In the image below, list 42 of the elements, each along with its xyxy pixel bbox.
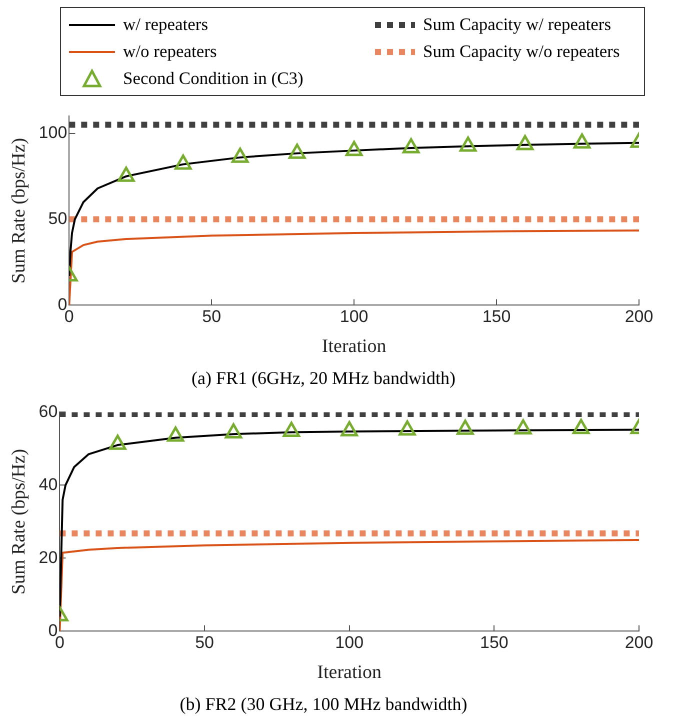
legend-label: Second Condition in (C3) [123,68,304,89]
y-tick-label: 100 [38,123,68,142]
point [345,140,363,156]
point [456,420,474,435]
point [516,134,534,150]
point [398,420,416,436]
legend-label: w/ repeaters [123,14,208,35]
x-tick-label: 100 [340,307,368,326]
point [340,421,358,436]
point [174,154,192,170]
y-tick-label: 40 [38,474,58,494]
point [572,418,590,434]
point [224,423,242,439]
x-axis-title: Iteration [317,662,382,683]
legend-label: Sum Capacity w/ repeaters [423,14,612,35]
x-tick-label: 150 [480,633,508,652]
x-tick-label: 150 [482,307,511,326]
point [459,136,477,152]
point [288,144,306,159]
y-tick-label: 60 [38,402,58,421]
legend-label: w/o repeaters [123,41,217,62]
point [166,426,184,442]
x-tick-label: 200 [624,633,654,652]
x-tick-label: 100 [335,633,364,652]
x-tick-label: 200 [624,307,654,326]
x-tick-label: 50 [195,633,214,652]
y-tick-label: 20 [38,548,58,567]
point [573,133,591,149]
point [109,434,126,450]
x-axis-title: Iteration [322,336,387,357]
y-axis-title: Sum Rate (bps/Hz) [8,138,30,284]
text: (b) FR2 (30 GHz, 100 MHz bandwidth) [180,694,468,714]
y-tick-label: 50 [48,208,68,228]
text: (a) FR1 (6GHz, 20 MHz bandwidth) [192,368,456,388]
x-tick-label: 50 [202,307,222,326]
point [402,138,420,154]
point [118,166,135,182]
legend-label: Sum Capacity w/o repeaters [423,41,620,62]
y-axis-title: Sum Rate (bps/Hz) [8,448,30,595]
point [232,148,249,163]
point [514,419,532,434]
point [282,422,300,438]
